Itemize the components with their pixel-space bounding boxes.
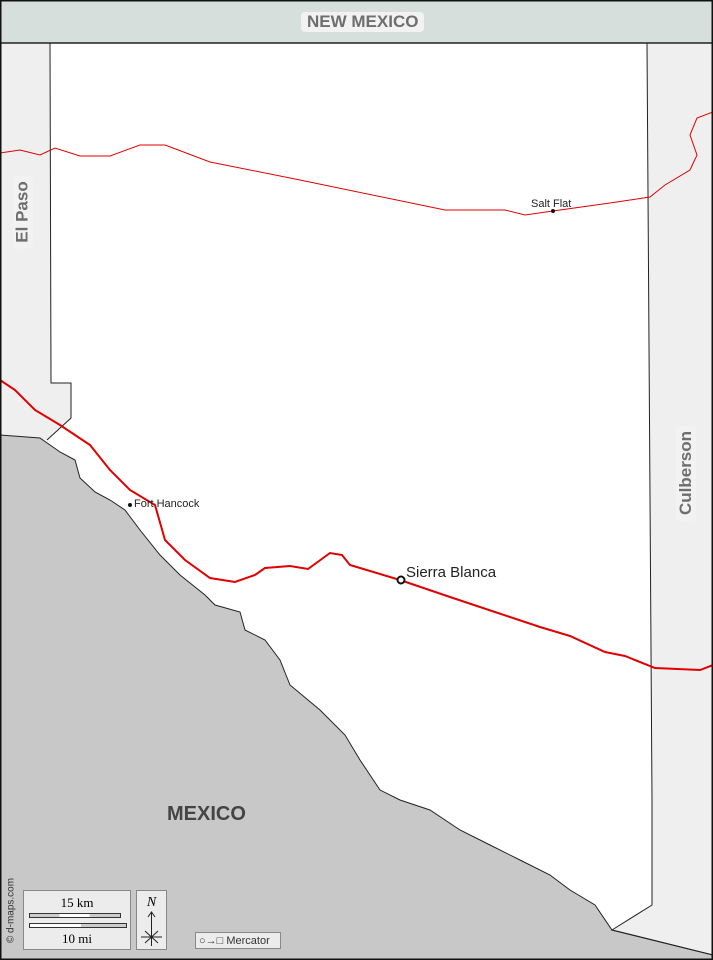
north-arrow: N [136,890,167,950]
scale-mi-label: 10 mi [62,931,92,946]
scale-bar: 15 km 10 mi [23,890,131,950]
scale-km-bar [29,913,121,918]
culberson-county-area [612,43,713,955]
roads [0,111,713,672]
county-boundaries [0,42,713,956]
mexico-area [0,434,713,960]
road-north [0,111,713,216]
region-label-el-paso: El Paso [12,175,33,249]
scale-mi-bar [29,923,127,928]
region-label-culberson: Culberson [676,424,697,522]
interstate-10 [0,379,713,672]
compass-icon [141,911,162,946]
fort-hancock-marker [128,503,132,507]
salt-flat-marker [551,209,555,213]
el-paso-county-area [0,43,71,440]
region-label-mexico: MEXICO [167,803,246,825]
place-label-sierra-blanca: Sierra Blanca [406,564,497,581]
credit: © d-maps.com [5,877,17,944]
place-label-salt-flat: Salt Flat [531,198,572,210]
scale-km-label: 15 km [60,895,94,910]
sierra-blanca-marker [396,575,406,585]
region-label-new-mexico: NEW MEXICO [301,12,425,32]
projection-label: ○→□ Mercator [195,932,281,949]
north-label: N [146,895,157,910]
place-label-fort-hancock: Fort Hancock [134,498,200,510]
